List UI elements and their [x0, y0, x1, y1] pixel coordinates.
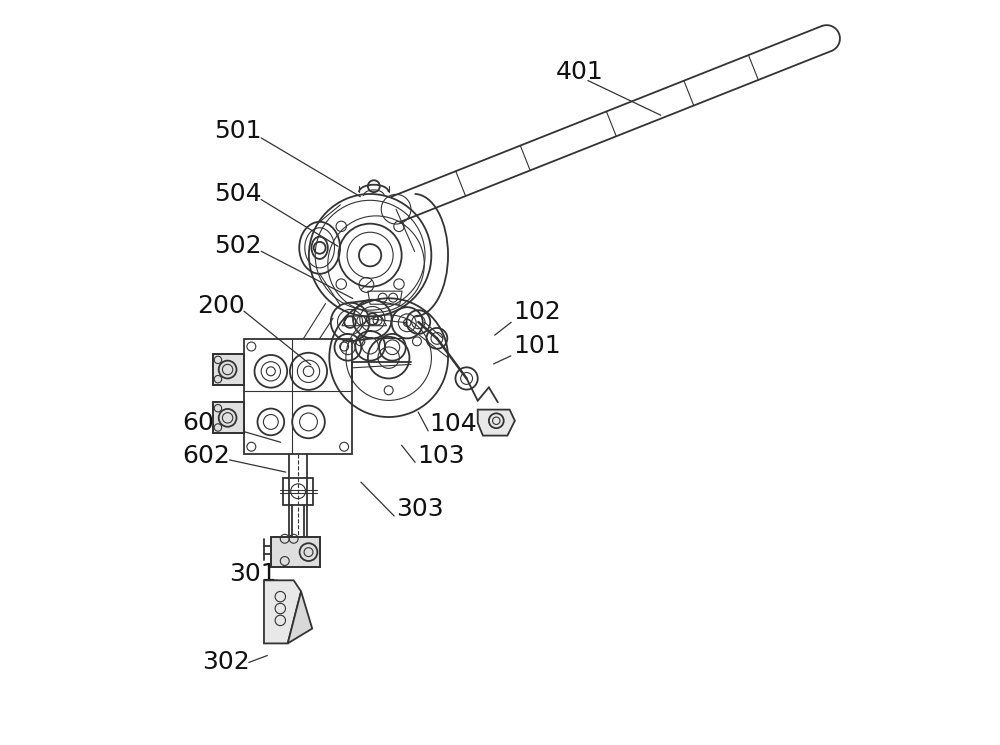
- Text: 101: 101: [513, 334, 561, 358]
- Bar: [213, 402, 244, 434]
- Text: 104: 104: [429, 413, 477, 437]
- Bar: [283, 478, 313, 504]
- Text: 504: 504: [214, 183, 262, 206]
- Bar: [213, 354, 244, 385]
- Text: 102: 102: [513, 299, 561, 323]
- Text: 502: 502: [214, 235, 262, 259]
- Bar: [213, 402, 244, 434]
- Text: 200: 200: [197, 294, 245, 317]
- Text: 501: 501: [214, 119, 262, 143]
- Text: 103: 103: [417, 443, 464, 468]
- Bar: [271, 537, 320, 567]
- Text: 301: 301: [229, 562, 277, 586]
- Text: 601: 601: [182, 411, 230, 435]
- Text: 302: 302: [202, 650, 249, 674]
- Bar: [271, 537, 320, 567]
- Polygon shape: [288, 592, 312, 644]
- Polygon shape: [264, 580, 301, 644]
- Text: 602: 602: [182, 443, 230, 468]
- Text: 303: 303: [396, 497, 444, 521]
- Bar: [244, 339, 352, 454]
- Text: 401: 401: [556, 60, 603, 84]
- Bar: [213, 354, 244, 385]
- Polygon shape: [478, 410, 515, 436]
